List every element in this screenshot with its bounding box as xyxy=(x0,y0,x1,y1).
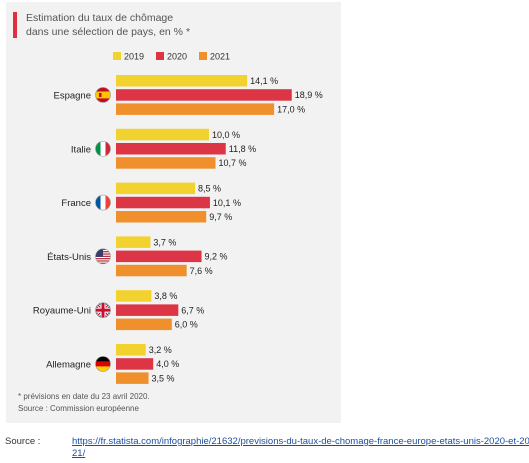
bar-france-2019 xyxy=(116,182,196,195)
category-label-etats-unis: États-Unis xyxy=(47,252,91,263)
usa-flag-icon xyxy=(95,248,111,264)
data-label-espagne-2019: 14,1 % xyxy=(250,76,278,86)
bar-allemagne-2019 xyxy=(116,344,146,356)
category-label-espagne: Espagne xyxy=(53,90,91,101)
italy-flag-icon xyxy=(95,141,111,157)
bar-etats-unis-2020 xyxy=(116,250,202,263)
data-label-espagne-2021: 17,0 % xyxy=(277,104,305,114)
germany-flag-icon xyxy=(95,356,111,372)
data-label-espagne-2020: 18,9 % xyxy=(295,90,323,100)
chart-notes: * prévisions en date du 23 avril 2020. S… xyxy=(18,391,150,415)
data-label-etats-unis-2019: 3,7 % xyxy=(153,237,176,247)
bar-france-2021 xyxy=(116,211,207,223)
spain-flag-icon-ring xyxy=(95,87,111,103)
bar-royaume-uni-2020 xyxy=(116,304,179,316)
category-label-royaume-uni: Royaume-Uni xyxy=(33,306,91,317)
chart-title-line-1: Estimation du taux de chômage xyxy=(26,12,174,24)
legend-label-2021: 2021 xyxy=(210,52,230,62)
germany-flag-icon-ring xyxy=(95,356,111,372)
bar-etats-unis-2019 xyxy=(116,236,151,248)
chart-source: Source : Commission européenne xyxy=(18,404,139,413)
legend-swatch-2019 xyxy=(113,52,121,60)
chart-title: Estimation du taux de chômage dans une s… xyxy=(26,11,326,39)
legend-swatch-2020 xyxy=(156,52,164,60)
data-label-etats-unis-2020: 9,2 % xyxy=(205,252,228,262)
data-label-italie-2020: 11,8 % xyxy=(229,144,256,154)
bar-allemagne-2021 xyxy=(116,372,149,384)
france-flag-icon xyxy=(95,195,111,211)
bar-royaume-uni-2019 xyxy=(116,290,152,302)
data-label-royaume-uni-2019: 3,8 % xyxy=(154,291,177,301)
bar-espagne-2019 xyxy=(116,75,248,87)
data-label-allemagne-2019: 3,2 % xyxy=(149,345,172,355)
source-link[interactable]: https://fr.statista.com/infographie/2163… xyxy=(72,436,529,459)
bar-italie-2021 xyxy=(116,157,216,169)
category-label-italie: Italie xyxy=(71,144,91,155)
data-label-france-2019: 8,5 % xyxy=(198,184,221,194)
bar-royaume-uni-2021 xyxy=(116,318,172,331)
source-label: Source : xyxy=(5,436,41,447)
bar-espagne-2020 xyxy=(116,89,292,101)
data-label-etats-unis-2021: 7,6 % xyxy=(190,266,213,276)
uk-flag-icon-ring xyxy=(95,302,111,318)
legend-label-2020: 2020 xyxy=(167,52,187,62)
bar-allemagne-2020 xyxy=(116,358,154,370)
data-label-italie-2019: 10,0 % xyxy=(212,130,240,140)
legend-label-2019: 2019 xyxy=(124,52,144,62)
bar-france-2020 xyxy=(116,196,210,209)
category-label-france: France xyxy=(61,198,91,209)
data-label-italie-2021: 10,7 % xyxy=(219,158,247,168)
data-label-allemagne-2021: 3,5 % xyxy=(152,373,175,383)
data-label-royaume-uni-2021: 6,0 % xyxy=(175,320,198,330)
chart-title-line-2: dans une sélection de pays, en % * xyxy=(26,26,191,38)
data-label-royaume-uni-2020: 6,7 % xyxy=(181,305,204,315)
legend-swatch-2021 xyxy=(199,52,207,60)
italy-flag-icon-ring xyxy=(95,140,111,157)
data-label-france-2020: 10,1 % xyxy=(213,198,241,208)
data-label-france-2021: 9,7 % xyxy=(209,212,232,222)
data-label-allemagne-2020: 4,0 % xyxy=(156,359,179,369)
france-flag-icon-ring xyxy=(95,194,111,211)
spain-flag-icon xyxy=(95,87,111,103)
category-label-allemagne: Allemagne xyxy=(46,359,91,370)
footnote: * prévisions en date du 23 avril 2020. xyxy=(18,392,150,401)
bar-espagne-2021 xyxy=(116,103,275,115)
title-accent-bar xyxy=(13,12,17,38)
bar-etats-unis-2021 xyxy=(116,264,187,277)
bar-italie-2020 xyxy=(116,143,226,155)
bar-italie-2019 xyxy=(116,128,209,141)
uk-flag-icon xyxy=(95,302,111,318)
usa-flag-icon-ring xyxy=(95,248,111,265)
